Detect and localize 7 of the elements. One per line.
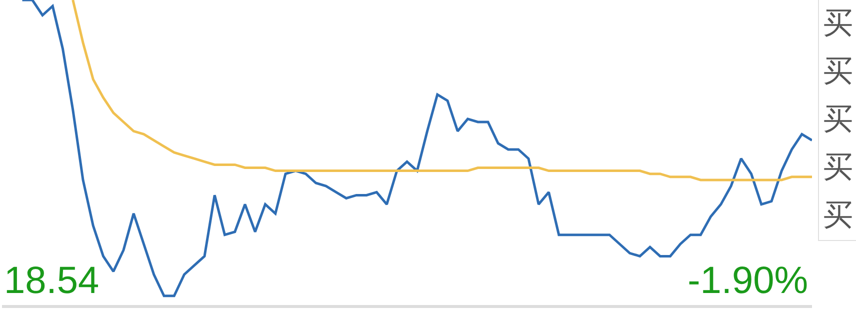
annotation: -1.90% [688,260,808,303]
annotation: 18.54 [4,260,100,303]
text: 买 [822,5,854,43]
text: 买 [822,53,854,91]
text: 买 [822,149,854,187]
text: 买 [822,197,854,235]
text: 买 [822,101,854,139]
